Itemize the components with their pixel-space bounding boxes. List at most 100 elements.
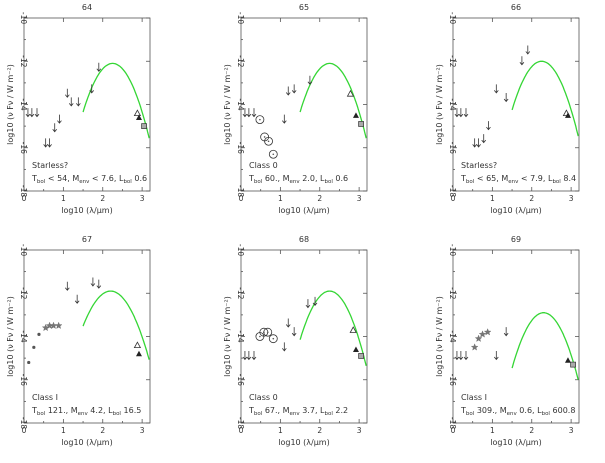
upper-limit-arrow bbox=[458, 108, 464, 118]
upper-limit-arrow bbox=[285, 86, 291, 96]
upper-limit-arrow bbox=[34, 108, 40, 118]
circle-center bbox=[263, 136, 266, 138]
menv-value: 0.6 bbox=[517, 406, 532, 415]
greybody-fit-curve bbox=[82, 62, 150, 139]
star-marker bbox=[470, 343, 479, 351]
circle-marker bbox=[264, 136, 273, 146]
y-tick-label: -16 bbox=[19, 142, 28, 154]
y-tick-label: -16 bbox=[448, 374, 457, 386]
y-axis-label: log10 (ν Fν / W m⁻²) bbox=[223, 64, 232, 145]
upper-limit-arrow bbox=[282, 114, 287, 124]
upper-limit-arrow bbox=[454, 108, 460, 118]
filled-triangle-marker bbox=[564, 357, 571, 363]
open-triangle-marker bbox=[133, 341, 142, 349]
square-marker bbox=[570, 361, 576, 368]
y-tick-label: -14 bbox=[448, 98, 457, 110]
y-tick-label: -14 bbox=[236, 330, 245, 342]
upper-limit-arrow bbox=[96, 62, 102, 72]
panel-title: 65 bbox=[299, 3, 309, 12]
upper-limit-arrow bbox=[481, 134, 487, 144]
upper-limit-arrow bbox=[291, 84, 297, 94]
greybody-fit-curve bbox=[299, 62, 367, 139]
upper-limit-arrow bbox=[494, 350, 499, 361]
upper-limit-arrow bbox=[29, 108, 35, 118]
y-tick-label: -12 bbox=[448, 55, 457, 67]
sed-panel-67: 67 0 1 2 3 -18 -16 -14 -12 -10 log10 (λ/μm) log10 (… bbox=[6, 235, 151, 447]
y-tick-label: -10 bbox=[19, 244, 28, 256]
lbol-value: 16.5 bbox=[121, 406, 141, 415]
upper-limit-arrow bbox=[285, 318, 291, 328]
panel-title: 68 bbox=[299, 235, 309, 244]
source-properties: Tbol 60., Menv 2.0, Lbol 0.6 bbox=[248, 174, 348, 185]
menv-value: 2.0 bbox=[300, 174, 315, 183]
panel-title: 64 bbox=[82, 3, 92, 12]
upper-limit-arrow bbox=[291, 327, 297, 337]
circle-center bbox=[267, 140, 270, 143]
upper-limit-arrow bbox=[454, 350, 460, 361]
lbol-value: 0.6 bbox=[333, 174, 348, 183]
upper-limit-arrow bbox=[251, 108, 257, 118]
sed-panel-68: 68 0 1 2 3 -18 -16 -14 -12 -10 log10 (λ/μm) log10 (… bbox=[223, 235, 368, 447]
source-properties: Tbol 309., Menv 0.6, Lbol 600.8 bbox=[460, 406, 575, 417]
greybody-fit-curve bbox=[299, 290, 367, 367]
dot-marker bbox=[32, 345, 36, 349]
x-tick-label: 1 bbox=[490, 426, 495, 435]
y-tick-label: -16 bbox=[236, 374, 245, 386]
circle-center bbox=[266, 331, 269, 333]
upper-limit-arrow bbox=[463, 350, 469, 361]
tbol-value: 121. bbox=[45, 406, 65, 415]
x-tick-label: 3 bbox=[569, 194, 574, 203]
x-tick-label: 2 bbox=[317, 426, 322, 435]
upper-limit-arrow bbox=[76, 97, 81, 107]
x-tick-label: 1 bbox=[490, 194, 495, 203]
open-triangle-marker bbox=[346, 89, 355, 97]
upper-limit-arrow bbox=[25, 108, 31, 118]
y-tick-label: -16 bbox=[448, 142, 457, 154]
upper-limit-arrow bbox=[74, 294, 80, 304]
x-tick-label: 0 bbox=[22, 426, 27, 435]
y-tick-label: -10 bbox=[448, 12, 457, 24]
x-tick-label: 0 bbox=[239, 194, 244, 203]
y-tick-label: -12 bbox=[19, 55, 28, 67]
x-tick-label: 3 bbox=[140, 194, 145, 203]
x-axis-label: log10 (λ/μm) bbox=[61, 206, 112, 215]
panel-title: 66 bbox=[511, 3, 521, 12]
y-tick-label: -18 bbox=[448, 185, 457, 197]
x-tick-label: 3 bbox=[140, 426, 145, 435]
x-tick-label: 2 bbox=[317, 194, 322, 203]
upper-limit-arrow bbox=[486, 121, 491, 131]
upper-limit-arrow bbox=[305, 299, 311, 309]
y-tick-label: -12 bbox=[236, 287, 245, 299]
filled-triangle-marker bbox=[135, 350, 142, 357]
x-tick-label: 3 bbox=[357, 194, 362, 203]
filled-triangle-marker bbox=[564, 112, 571, 118]
circle-center bbox=[259, 118, 261, 121]
x-axis-label: log10 (λ/μm) bbox=[61, 438, 112, 447]
y-tick-label: -14 bbox=[19, 98, 28, 110]
x-tick-label: 2 bbox=[100, 426, 105, 435]
upper-limit-arrow bbox=[463, 108, 469, 118]
upper-limit-arrow bbox=[519, 56, 525, 66]
upper-limit-arrow bbox=[65, 88, 70, 98]
x-tick-label: 3 bbox=[569, 426, 574, 435]
square-marker bbox=[358, 121, 364, 127]
circle-marker bbox=[263, 327, 273, 337]
y-tick-label: -14 bbox=[19, 330, 28, 342]
y-tick-label: -10 bbox=[236, 12, 245, 24]
upper-limit-arrow bbox=[96, 279, 102, 289]
y-tick-label: -18 bbox=[19, 417, 28, 429]
upper-limit-arrow bbox=[68, 97, 74, 107]
class-label: Class 0 bbox=[249, 161, 278, 170]
y-tick-label: -10 bbox=[448, 244, 457, 256]
sed-panel-65: 65 0 1 2 3 -18 -16 -14 -12 -10 log10 (λ/μm) log10 (… bbox=[223, 3, 368, 215]
sed-panel-64: 64 0 1 2 3 -18 -16 -14 -12 -10 log10 (λ/μm) log10 (… bbox=[6, 3, 151, 215]
upper-limit-arrow bbox=[57, 114, 62, 124]
upper-limit-arrow bbox=[52, 123, 58, 133]
y-axis-label: log10 (ν Fν / W m⁻²) bbox=[435, 296, 444, 377]
upper-limit-arrow bbox=[307, 75, 313, 85]
y-axis-label: log10 (ν Fν / W m⁻²) bbox=[6, 296, 15, 377]
menv-value: 4.2 bbox=[88, 406, 103, 415]
menv-value: < 7.6 bbox=[89, 174, 114, 183]
square-marker bbox=[358, 353, 364, 359]
